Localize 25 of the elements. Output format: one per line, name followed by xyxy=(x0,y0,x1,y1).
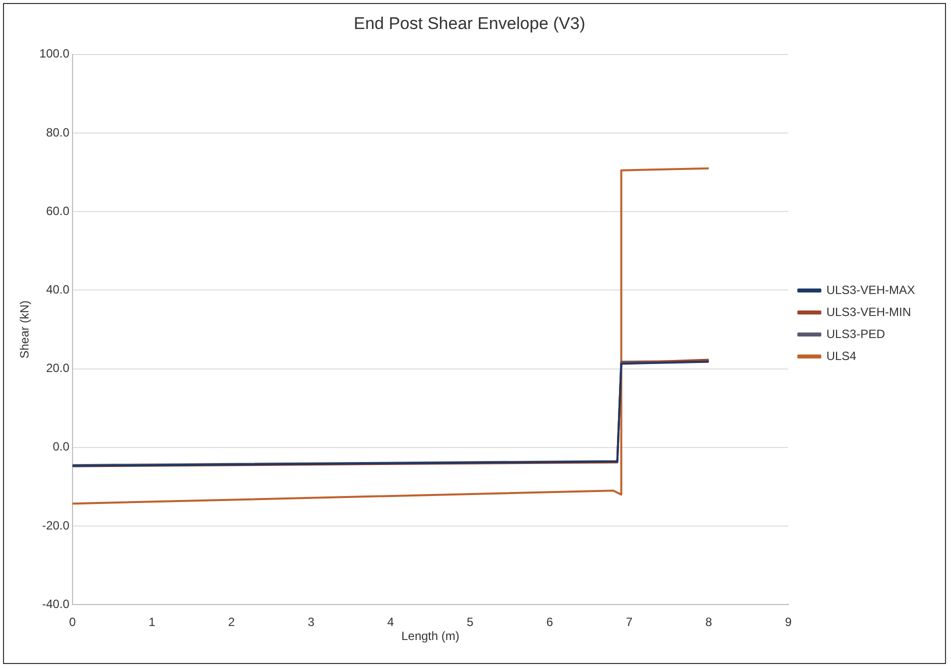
y-tick-label: -20.0 xyxy=(42,518,70,532)
y-axis-title: Shear (kN) xyxy=(18,300,32,359)
y-tick-label: 60.0 xyxy=(46,204,70,218)
y-tick-label: -40.0 xyxy=(42,596,70,611)
y-tick-label: 80.0 xyxy=(46,125,70,140)
x-tick-label: 2 xyxy=(228,615,236,630)
legend-label: ULS3-VEH-MAX xyxy=(826,282,915,297)
x-axis-title: Length (m) xyxy=(401,628,460,643)
y-tick-label: 20.0 xyxy=(46,361,70,376)
x-tick-label: 8 xyxy=(705,615,712,630)
x-tick-label: 5 xyxy=(466,615,474,630)
legend-label: ULS4 xyxy=(826,348,857,363)
x-tick-label: 4 xyxy=(387,615,394,630)
x-tick-label: 6 xyxy=(546,615,554,630)
y-tick-label: 40.0 xyxy=(46,282,70,297)
x-tick-label: 1 xyxy=(148,615,156,630)
x-tick-label: 0 xyxy=(69,615,76,630)
y-tick-label: 100.0 xyxy=(39,46,70,61)
x-tick-label: 3 xyxy=(308,615,315,630)
chart-title: End Post Shear Envelope (V3) xyxy=(354,14,586,33)
x-tick-label: 9 xyxy=(784,615,792,630)
legend-label: ULS3-PED xyxy=(826,326,886,341)
y-tick-label: 0.0 xyxy=(52,440,70,454)
x-tick-label: 7 xyxy=(626,615,633,630)
legend-label: ULS3-VEH-MIN xyxy=(826,304,911,319)
